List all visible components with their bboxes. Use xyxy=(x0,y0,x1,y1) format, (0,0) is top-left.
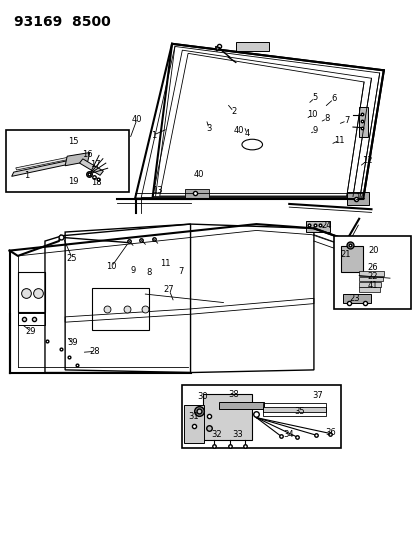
Text: 19: 19 xyxy=(68,177,78,186)
Text: 17: 17 xyxy=(90,160,100,168)
Text: 28: 28 xyxy=(90,347,100,356)
Text: 9: 9 xyxy=(130,266,135,275)
Bar xyxy=(18,313,45,325)
Bar xyxy=(346,192,368,205)
Text: 10: 10 xyxy=(306,110,317,119)
Polygon shape xyxy=(79,159,103,175)
Text: 93169  8500: 93169 8500 xyxy=(14,14,110,29)
Bar xyxy=(184,406,204,442)
Bar xyxy=(184,189,209,198)
Polygon shape xyxy=(12,157,83,176)
Text: 22: 22 xyxy=(367,271,377,280)
Bar xyxy=(358,287,379,292)
Text: 11: 11 xyxy=(159,260,170,268)
Text: 27: 27 xyxy=(164,285,174,294)
Bar xyxy=(218,402,263,409)
Text: 41: 41 xyxy=(367,281,377,290)
Text: 40: 40 xyxy=(193,170,204,179)
Text: 4: 4 xyxy=(244,130,249,139)
Text: 24: 24 xyxy=(320,221,331,230)
Text: 26: 26 xyxy=(367,263,377,272)
Bar xyxy=(181,385,340,448)
Bar xyxy=(358,282,380,287)
Text: 34: 34 xyxy=(282,430,293,439)
Text: 30: 30 xyxy=(197,392,208,401)
Text: 14: 14 xyxy=(354,193,364,202)
Text: 20: 20 xyxy=(368,246,378,255)
Bar xyxy=(358,271,383,276)
Text: 12: 12 xyxy=(361,156,372,165)
Text: 23: 23 xyxy=(348,294,358,303)
Text: 16: 16 xyxy=(82,150,93,159)
Bar xyxy=(235,42,268,51)
Bar xyxy=(262,403,325,416)
Text: 18: 18 xyxy=(90,178,101,187)
Text: 13: 13 xyxy=(152,186,163,195)
Text: 3: 3 xyxy=(206,124,211,133)
Bar xyxy=(92,288,149,330)
Bar xyxy=(262,407,325,413)
Text: 39: 39 xyxy=(67,338,78,348)
Bar xyxy=(18,272,45,312)
Bar xyxy=(358,277,382,281)
Bar xyxy=(305,221,330,232)
Text: 5: 5 xyxy=(311,93,317,102)
Text: 1: 1 xyxy=(24,171,29,180)
Polygon shape xyxy=(65,152,90,166)
Text: 9: 9 xyxy=(312,126,318,135)
Bar xyxy=(333,236,410,309)
Text: 38: 38 xyxy=(228,390,238,399)
Text: 7: 7 xyxy=(178,268,183,276)
Text: 37: 37 xyxy=(312,391,323,400)
Text: 2: 2 xyxy=(230,107,236,116)
Text: 10: 10 xyxy=(106,262,116,271)
Text: 40: 40 xyxy=(233,126,244,135)
Bar xyxy=(5,130,128,192)
Text: 11: 11 xyxy=(333,136,344,145)
Text: 36: 36 xyxy=(324,429,335,438)
Text: 29: 29 xyxy=(26,327,36,336)
Text: 33: 33 xyxy=(232,430,242,439)
Text: 15: 15 xyxy=(68,138,79,147)
Bar xyxy=(342,294,370,303)
Text: 7: 7 xyxy=(343,116,349,125)
Text: 32: 32 xyxy=(211,430,222,439)
Polygon shape xyxy=(16,154,84,170)
Bar xyxy=(340,246,362,272)
Text: 31: 31 xyxy=(188,411,199,421)
Text: 6: 6 xyxy=(330,94,335,103)
Text: 8: 8 xyxy=(324,114,329,123)
Text: 25: 25 xyxy=(67,254,77,263)
Text: 8: 8 xyxy=(146,268,152,277)
Text: 21: 21 xyxy=(339,250,349,259)
Text: 40: 40 xyxy=(131,115,142,124)
Bar xyxy=(202,394,252,440)
Text: 35: 35 xyxy=(294,407,304,416)
Bar xyxy=(358,108,367,136)
Text: 1: 1 xyxy=(151,131,156,140)
